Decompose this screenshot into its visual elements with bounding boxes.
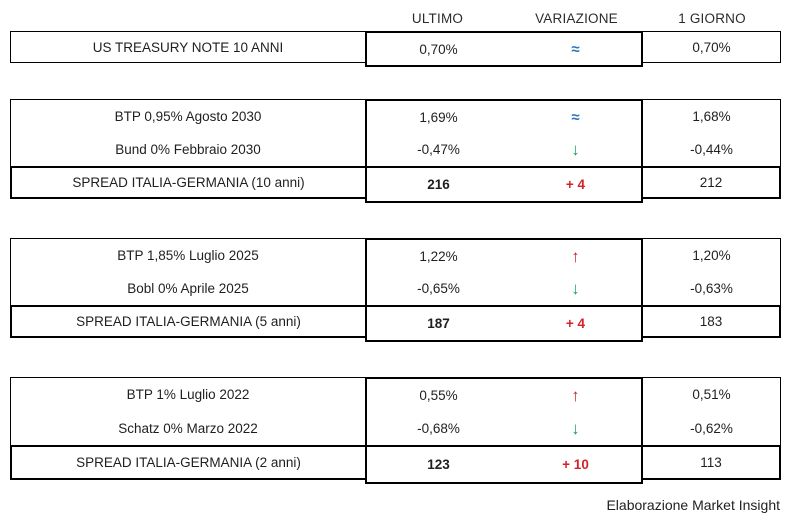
giorno-value: 1,68% [692, 109, 731, 124]
spread-ultimo-value: 187 [427, 316, 450, 331]
instrument-label: Bund 0% Febbraio 2030 [115, 142, 261, 157]
column-header-variazione: VARIAZIONE [535, 11, 618, 26]
instrument-label: Schatz 0% Marzo 2022 [118, 420, 258, 436]
trend-down-icon: ↓ [571, 419, 580, 438]
giorno-value: -0,44% [690, 142, 733, 157]
spread-label: SPREAD ITALIA-GERMANIA (10 anni) [10, 166, 365, 199]
giorno-values: 0,51% -0,62% [643, 377, 781, 445]
instrument-label: BTP 1% Luglio 2022 [126, 387, 250, 403]
trend-flat-icon: ≈ [571, 40, 580, 58]
group-5-anni: BTP 1,85% Luglio 2025 Bobl 0% Aprile 202… [10, 238, 781, 342]
giorno-value: -0,62% [690, 420, 733, 436]
giorno-values: 1,68% -0,44% [643, 99, 781, 166]
spread-values-box: 216 + 4 [365, 166, 643, 203]
spread-ultimo-value: 216 [427, 177, 450, 192]
instrument-label: BTP 0,95% Agosto 2030 [114, 109, 262, 124]
spread-values-box: 123 + 10 [365, 445, 643, 484]
giorno-value: -0,63% [690, 281, 733, 296]
spread-label: SPREAD ITALIA-GERMANIA (2 anni) [10, 445, 365, 480]
spread-variazione-value: + 4 [565, 177, 586, 192]
instrument-labels: BTP 0,95% Agosto 2030 Bund 0% Febbraio 2… [10, 99, 365, 166]
giorno-value: 1,20% [692, 248, 731, 263]
source-note: Elaborazione Market Insight [606, 497, 780, 513]
spread-giorno-value: 113 [643, 445, 781, 480]
trend-up-icon: ↑ [571, 386, 580, 405]
ultimo-variazione-box: 0,55% ↑ -0,68% ↓ [365, 377, 643, 445]
spread-giorno-value: 183 [643, 305, 781, 338]
ultimo-variazione-box: 1,69% ≈ -0,47% ↓ [365, 99, 643, 166]
spread-variazione-value: + 10 [562, 457, 589, 472]
instrument-label: US TREASURY NOTE 10 ANNI [10, 31, 365, 63]
instrument-labels: BTP 1,85% Luglio 2025 Bobl 0% Aprile 202… [10, 238, 365, 305]
giorno-values: 1,20% -0,63% [643, 238, 781, 305]
ultimo-value: -0,47% [417, 142, 460, 158]
ultimo-value: 1,69% [419, 109, 458, 125]
ultimo-value: -0,65% [417, 281, 460, 297]
us-treasury-row: US TREASURY NOTE 10 ANNI 0,70% ≈ 0,70% [10, 31, 781, 67]
trend-flat-icon: ≈ [571, 108, 580, 126]
group-10-anni: BTP 0,95% Agosto 2030 Bund 0% Febbraio 2… [10, 99, 781, 203]
trend-down-icon: ↓ [571, 279, 580, 299]
ultimo-value: 1,22% [419, 248, 458, 264]
spread-giorno-value: 212 [643, 166, 781, 199]
ultimo-variazione-box: 0,70% ≈ [365, 31, 643, 67]
spread-label: SPREAD ITALIA-GERMANIA (5 anni) [10, 305, 365, 338]
group-2-anni: BTP 1% Luglio 2022 Schatz 0% Marzo 2022 … [10, 377, 781, 484]
ultimo-value: 0,55% [419, 388, 458, 403]
instrument-label: Bobl 0% Aprile 2025 [127, 281, 249, 296]
ultimo-variazione-box: 1,22% ↑ -0,65% ↓ [365, 238, 643, 305]
instrument-label: BTP 1,85% Luglio 2025 [117, 248, 259, 263]
spread-ultimo-value: 123 [427, 457, 450, 472]
ultimo-value: 0,70% [419, 41, 458, 57]
instrument-labels: BTP 1% Luglio 2022 Schatz 0% Marzo 2022 [10, 377, 365, 445]
giorno-value: 0,51% [692, 387, 731, 403]
spread-variazione-value: + 4 [565, 316, 586, 331]
ultimo-value: -0,68% [417, 421, 460, 436]
column-header-row: ULTIMO VARIAZIONE 1 GIORNO [10, 6, 781, 31]
spread-values-box: 187 + 4 [365, 305, 643, 342]
trend-down-icon: ↓ [571, 140, 580, 160]
column-header-ultimo: ULTIMO [411, 11, 464, 26]
column-header-1giorno: 1 GIORNO [678, 11, 746, 26]
giorno-value: 0,70% [643, 31, 781, 63]
trend-up-icon: ↑ [571, 246, 580, 266]
